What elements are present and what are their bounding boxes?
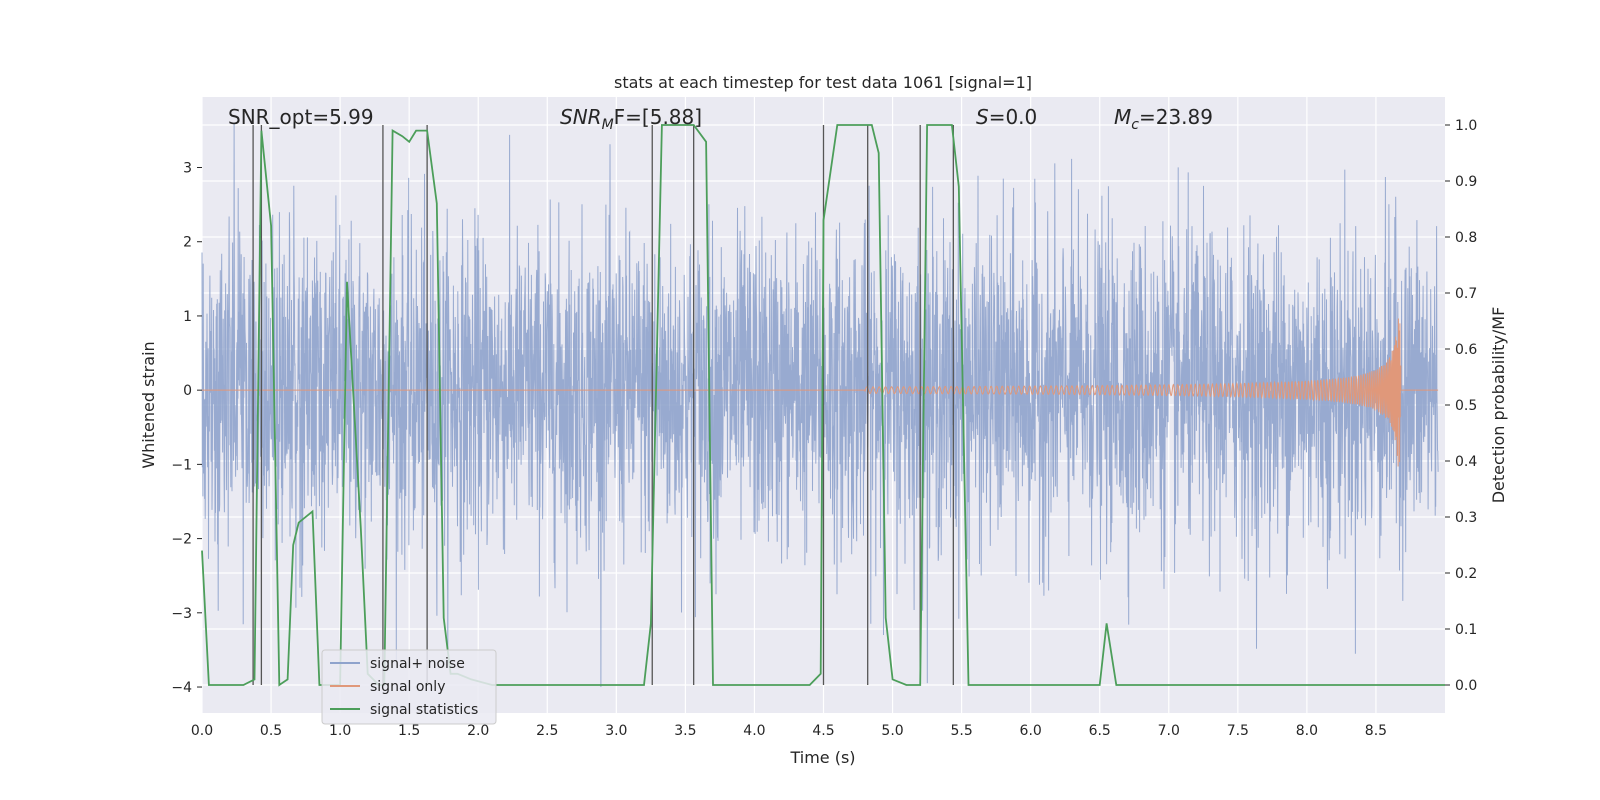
y-tick-label: −2 (171, 532, 192, 548)
y2-tick-label: 0.6 (1455, 342, 1477, 358)
x-tick-label: 3.0 (605, 723, 627, 739)
y2-tick-label: 0.5 (1455, 398, 1477, 414)
y-tick-label: −3 (171, 606, 192, 622)
y-axis-label: Whitened strain (139, 341, 158, 468)
x-tick-label: 7.5 (1227, 723, 1249, 739)
y2-axis-ticks: 0.0 0.1 0.2 0.3 0.4 0.5 0.6 0.7 0.8 0.9 1.0 (1445, 118, 1477, 694)
y-axis-ticks: −4 −3 −2 −1 0 1 2 3 (171, 161, 202, 696)
legend-label-signal-statistics: signal statistics (370, 702, 478, 718)
legend-box (321, 649, 497, 725)
legend-label-signal-noise: signal+ noise (370, 656, 465, 672)
y2-tick-label: 0.1 (1455, 622, 1477, 638)
y2-tick-label: 0.8 (1455, 230, 1477, 246)
annotation-snr-opt: SNR_opt=5.99 (228, 105, 374, 129)
annotations: SNR_opt=5.99 SNRMF=[5.88] S=0.0 Mc=23.89 (228, 105, 1213, 133)
x-tick-label: 0.5 (260, 723, 282, 739)
y-tick-label: 3 (183, 161, 192, 177)
x-tick-label: 0.0 (191, 723, 213, 739)
y-tick-label: 1 (183, 309, 192, 325)
annotation-s: S=0.0 (976, 105, 1037, 129)
y2-tick-label: 0.0 (1455, 678, 1477, 694)
y2-tick-label: 0.2 (1455, 566, 1477, 582)
legend-label-signal-only: signal only (370, 679, 445, 695)
x-tick-label: 5.0 (881, 723, 903, 739)
x-tick-label: 4.0 (743, 723, 765, 739)
x-tick-label: 8.0 (1296, 723, 1318, 739)
x-tick-label: 1.0 (329, 723, 351, 739)
annotation-mc: Mc=23.89 (1114, 105, 1213, 133)
x-tick-label: 1.5 (398, 723, 420, 739)
y2-axis-label: Detection probability/MF (1489, 307, 1508, 504)
x-tick-label: 8.5 (1365, 723, 1387, 739)
y-tick-label: 0 (183, 383, 192, 399)
x-tick-label: 3.5 (674, 723, 696, 739)
y2-tick-label: 0.9 (1455, 174, 1477, 190)
noise-line (201, 122, 1439, 688)
legend: signal+ noise signal only signal statist… (321, 649, 497, 725)
y2-tick-label: 0.7 (1455, 286, 1477, 302)
x-axis-label: Time (s) (789, 748, 855, 767)
x-tick-label: 7.0 (1158, 723, 1180, 739)
x-axis-ticks: 0.0 0.5 1.0 1.5 2.0 2.5 3.0 3.5 4.0 4.5 5.0 5.5 6.0 6… (191, 723, 1387, 739)
x-tick-label: 5.5 (950, 723, 972, 739)
y2-tick-label: 1.0 (1455, 118, 1477, 134)
x-tick-label: 2.5 (536, 723, 558, 739)
series-signal-noise (201, 122, 1439, 688)
x-tick-label: 4.5 (812, 723, 834, 739)
y2-tick-label: 0.4 (1455, 454, 1477, 470)
annotation-snr-mf: SNRMF=[5.88] (560, 105, 702, 133)
chart-title: stats at each timestep for test data 106… (614, 73, 1032, 92)
x-tick-label: 6.5 (1089, 723, 1111, 739)
y-tick-label: −4 (171, 680, 192, 696)
y-tick-label: −1 (171, 457, 192, 473)
y-tick-label: 2 (183, 235, 192, 251)
x-tick-label: 6.0 (1020, 723, 1042, 739)
x-tick-label: 2.0 (467, 723, 489, 739)
y2-tick-label: 0.3 (1455, 510, 1477, 526)
